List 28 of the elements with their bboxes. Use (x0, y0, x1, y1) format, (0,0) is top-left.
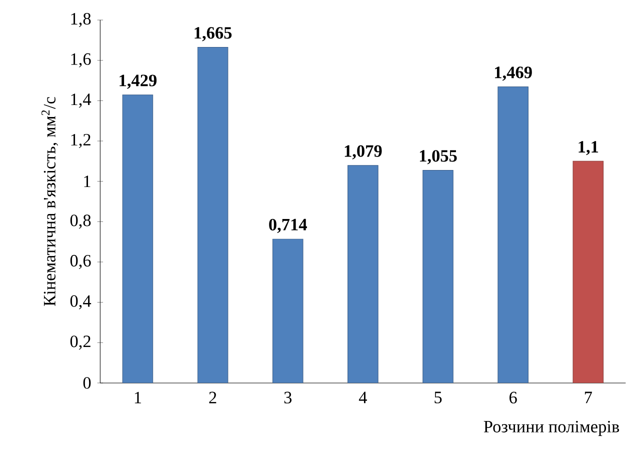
bar (572, 160, 604, 383)
data-label: 1,665 (194, 27, 232, 42)
y-tick-label: 1,2 (71, 134, 90, 148)
y-tick-label: 0,2 (70, 336, 90, 350)
y-tick-label: 1,4 (71, 94, 92, 108)
x-tick-label: 2 (209, 392, 216, 404)
data-label: 1,1 (578, 141, 598, 156)
data-label: 1,055 (420, 150, 457, 164)
y-axis-title: Кінематична в'язкість, мм$^{2}$/с (42, 96, 58, 306)
y-tick-label: 0,8 (70, 214, 91, 229)
x-tick-label: 4 (358, 392, 367, 404)
data-label: 1,429 (120, 74, 157, 89)
x-axis-title: Розчини полімерів (484, 420, 620, 436)
data-label: 0,714 (269, 218, 307, 233)
y-tick-label: 1,6 (71, 53, 91, 68)
x-tick-label: 6 (510, 392, 517, 404)
x-tick-label: 5 (434, 392, 442, 404)
data-label: 1,469 (495, 66, 532, 81)
y-tick-label: 1 (84, 176, 90, 187)
y-tick-label: 0,6 (70, 254, 91, 269)
x-tick-label: 1 (134, 392, 142, 404)
y-tick-label: 1,8 (71, 12, 91, 28)
y-tick-label: 0 (83, 377, 91, 389)
y-tick-label: 0,4 (70, 295, 92, 310)
x-tick-label: 7 (584, 392, 592, 404)
x-tick-label: 3 (284, 392, 292, 404)
data-label: 1,079 (344, 145, 382, 160)
bar (272, 238, 304, 383)
